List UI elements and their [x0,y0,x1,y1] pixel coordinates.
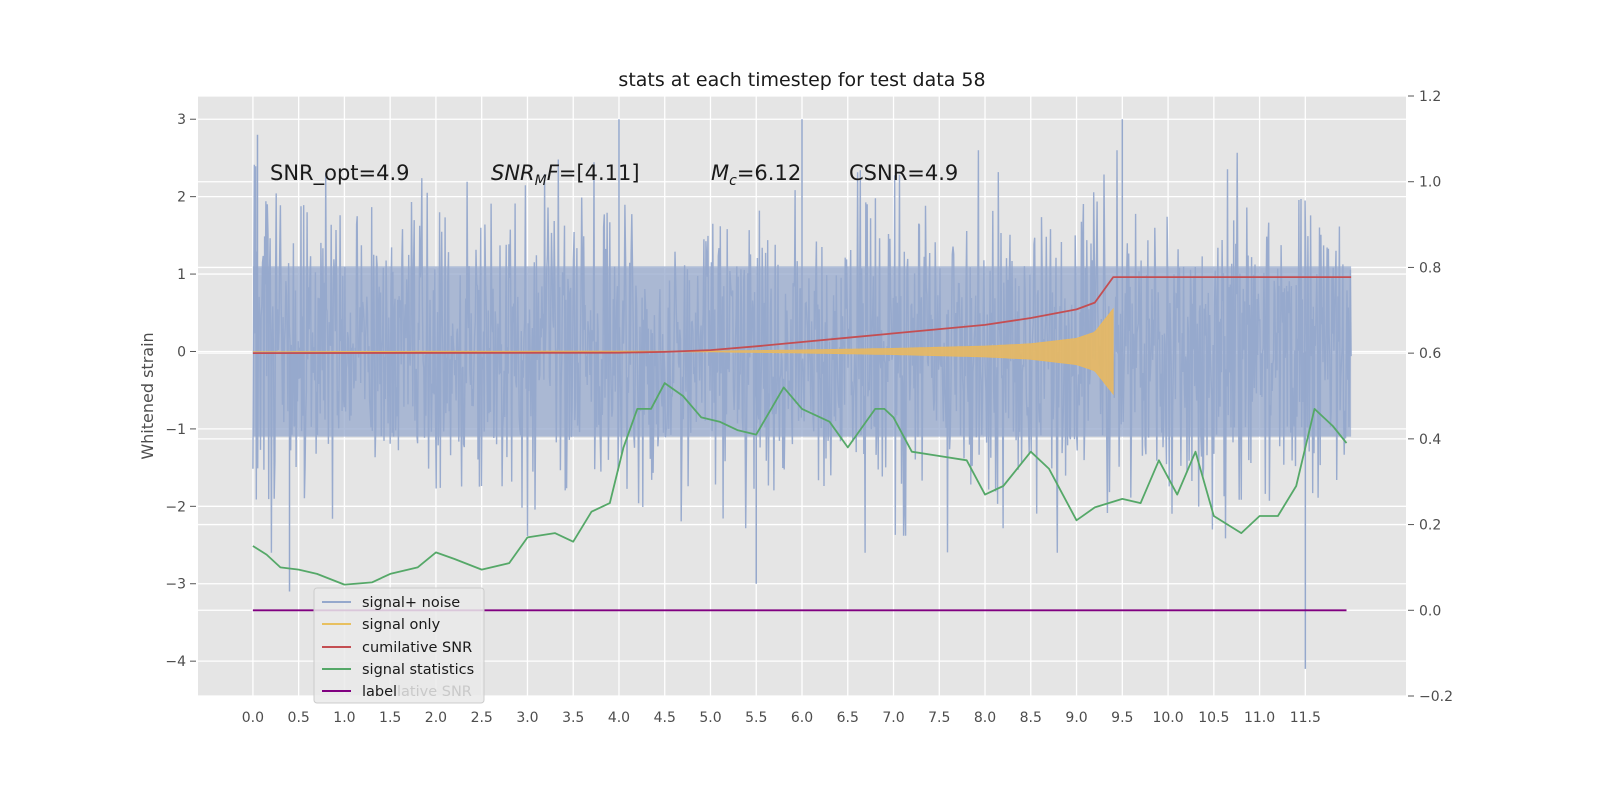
legend-label-cumulative-snr: cumilative SNR [362,640,472,656]
y-tick-label: 3 [177,112,186,128]
x-tick-label: 1.0 [333,710,355,726]
cumilative-snr-line [252,276,1352,354]
x-tick-label: 3.0 [516,710,538,726]
chart-title: stats at each timestep for test data 58 [618,69,985,91]
legend-label-label: label [362,684,397,700]
y2-tick-label: 1.2 [1419,89,1441,105]
legend-label-signal-only: signal only [362,617,441,633]
y-tick-label: −1 [165,422,186,438]
legend-box [313,587,485,704]
x-tick-label: 6.0 [791,710,813,726]
x-tick-label: 9.0 [1065,710,1087,726]
x-tick-label: 0.0 [242,710,264,726]
x-tick-label: 11.5 [1290,710,1321,726]
x-tick-label: 4.5 [654,710,676,726]
y2-tick-label: 0.8 [1419,260,1441,276]
x-tick-label: 8.5 [1020,710,1042,726]
axis-ticks: 0.0 0.5 1.0 1.5 2.0 2.5 3.0 3.5 4.0 4.5 5.0 5.5 6.0 6… [165,89,1453,726]
annotation-snr-opt: SNR_opt=4.9 [270,161,410,186]
y-tick-label: −2 [165,499,186,515]
annotation-snr-mf: SNRMF=[4.11] [491,161,640,189]
y-tick-label: −4 [165,654,186,670]
x-tick-label: 5.0 [699,710,721,726]
x-tick-label: 2.0 [425,710,447,726]
x-tick-label: 3.5 [562,710,584,726]
x-tick-label: 5.5 [745,710,767,726]
x-tick-label: 10.0 [1152,710,1183,726]
y-tick-label: 1 [177,267,186,283]
legend-label-signal-statistics: signal statistics [362,662,474,678]
annotation-csnr: CSNR=4.9 [849,161,958,185]
x-tick-label: 10.5 [1198,710,1229,726]
y2-tick-label: 0.2 [1419,518,1441,534]
legend: lative SNR signal+ noise signal only cum… [313,587,485,704]
annotation-mc: Mc=6.12 [711,161,801,189]
signal-statistics-line [252,382,1348,586]
y2-tick-label: 0.6 [1419,346,1441,362]
legend-label-signal-noise: signal+ noise [362,595,460,611]
x-tick-label: 7.0 [882,710,904,726]
x-tick-label: 11.0 [1244,710,1275,726]
y2-tick-label: 0.0 [1419,603,1441,619]
y-tick-label: −3 [165,577,186,593]
x-tick-label: 1.5 [379,710,401,726]
y-axis-label: Whitened strain [138,332,157,459]
legend-overlap-text: lative SNR [397,684,472,700]
x-tick-label: 6.5 [837,710,859,726]
x-tick-label: 4.0 [608,710,630,726]
y2-tick-label: 0.4 [1419,432,1441,448]
x-tick-label: 9.5 [1111,710,1133,726]
y2-tick-label: 1.0 [1419,175,1441,191]
x-tick-label: 0.5 [288,710,310,726]
y-tick-label: 2 [177,190,186,206]
x-tick-label: 2.5 [471,710,493,726]
x-tick-label: 7.5 [928,710,950,726]
y2-tick-label: −0.2 [1419,689,1453,705]
y-tick-label: 0 [177,344,186,360]
x-tick-label: 8.0 [974,710,996,726]
